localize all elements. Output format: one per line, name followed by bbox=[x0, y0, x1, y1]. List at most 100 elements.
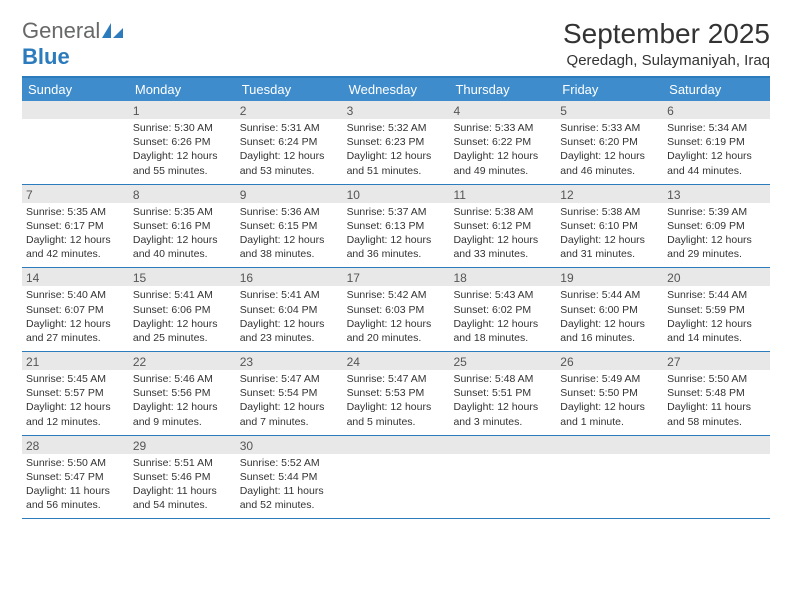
weekday-header: Friday bbox=[556, 78, 663, 101]
day-line: and 33 minutes. bbox=[453, 247, 552, 261]
day-body: Sunrise: 5:47 AMSunset: 5:53 PMDaylight:… bbox=[343, 370, 450, 435]
day-body: Sunrise: 5:37 AMSunset: 6:13 PMDaylight:… bbox=[343, 203, 450, 268]
day-cell: 6Sunrise: 5:34 AMSunset: 6:19 PMDaylight… bbox=[663, 101, 770, 184]
day-line: Daylight: 12 hours bbox=[347, 149, 446, 163]
day-line: Sunset: 6:10 PM bbox=[560, 219, 659, 233]
day-line: and 14 minutes. bbox=[667, 331, 766, 345]
day-number: 29 bbox=[129, 436, 236, 454]
day-cell: 30Sunrise: 5:52 AMSunset: 5:44 PMDayligh… bbox=[236, 436, 343, 519]
day-cell: 27Sunrise: 5:50 AMSunset: 5:48 PMDayligh… bbox=[663, 352, 770, 435]
day-cell bbox=[343, 436, 450, 519]
day-number: 11 bbox=[449, 185, 556, 203]
day-body: Sunrise: 5:33 AMSunset: 6:20 PMDaylight:… bbox=[556, 119, 663, 184]
day-cell: 18Sunrise: 5:43 AMSunset: 6:02 PMDayligh… bbox=[449, 268, 556, 351]
day-body: Sunrise: 5:45 AMSunset: 5:57 PMDaylight:… bbox=[22, 370, 129, 435]
day-number: 18 bbox=[449, 268, 556, 286]
day-body bbox=[22, 119, 129, 179]
day-line: and 5 minutes. bbox=[347, 415, 446, 429]
day-body: Sunrise: 5:46 AMSunset: 5:56 PMDaylight:… bbox=[129, 370, 236, 435]
day-number: 21 bbox=[22, 352, 129, 370]
day-line: and 52 minutes. bbox=[240, 498, 339, 512]
day-number: 8 bbox=[129, 185, 236, 203]
day-number: 26 bbox=[556, 352, 663, 370]
day-line: and 56 minutes. bbox=[26, 498, 125, 512]
day-line: Sunrise: 5:35 AM bbox=[26, 205, 125, 219]
day-number bbox=[556, 436, 663, 454]
day-line: Sunrise: 5:46 AM bbox=[133, 372, 232, 386]
day-body: Sunrise: 5:50 AMSunset: 5:47 PMDaylight:… bbox=[22, 454, 129, 519]
week-row: 14Sunrise: 5:40 AMSunset: 6:07 PMDayligh… bbox=[22, 268, 770, 352]
day-line: Sunset: 6:24 PM bbox=[240, 135, 339, 149]
weekday-header: Saturday bbox=[663, 78, 770, 101]
day-line: Sunset: 6:22 PM bbox=[453, 135, 552, 149]
day-body bbox=[449, 454, 556, 514]
day-body: Sunrise: 5:38 AMSunset: 6:12 PMDaylight:… bbox=[449, 203, 556, 268]
day-line: Sunrise: 5:42 AM bbox=[347, 288, 446, 302]
day-number: 6 bbox=[663, 101, 770, 119]
day-body: Sunrise: 5:48 AMSunset: 5:51 PMDaylight:… bbox=[449, 370, 556, 435]
day-body bbox=[343, 454, 450, 514]
day-number: 12 bbox=[556, 185, 663, 203]
brand-logo: General Blue bbox=[22, 18, 124, 70]
logo-word2: Blue bbox=[22, 44, 70, 69]
day-line: Sunrise: 5:50 AM bbox=[26, 456, 125, 470]
day-line: Daylight: 12 hours bbox=[560, 400, 659, 414]
day-number: 30 bbox=[236, 436, 343, 454]
day-number: 3 bbox=[343, 101, 450, 119]
day-body: Sunrise: 5:36 AMSunset: 6:15 PMDaylight:… bbox=[236, 203, 343, 268]
day-body: Sunrise: 5:38 AMSunset: 6:10 PMDaylight:… bbox=[556, 203, 663, 268]
day-line: Sunrise: 5:30 AM bbox=[133, 121, 232, 135]
day-line: Sunrise: 5:47 AM bbox=[347, 372, 446, 386]
day-line: Daylight: 12 hours bbox=[667, 317, 766, 331]
day-line: Daylight: 12 hours bbox=[26, 233, 125, 247]
day-line: Daylight: 12 hours bbox=[453, 149, 552, 163]
day-line: Sunrise: 5:34 AM bbox=[667, 121, 766, 135]
day-number: 20 bbox=[663, 268, 770, 286]
day-line: Sunrise: 5:52 AM bbox=[240, 456, 339, 470]
day-body: Sunrise: 5:39 AMSunset: 6:09 PMDaylight:… bbox=[663, 203, 770, 268]
day-number: 4 bbox=[449, 101, 556, 119]
day-line: and 31 minutes. bbox=[560, 247, 659, 261]
day-body: Sunrise: 5:43 AMSunset: 6:02 PMDaylight:… bbox=[449, 286, 556, 351]
day-number: 1 bbox=[129, 101, 236, 119]
day-line: Sunset: 6:16 PM bbox=[133, 219, 232, 233]
week-row: 28Sunrise: 5:50 AMSunset: 5:47 PMDayligh… bbox=[22, 436, 770, 520]
day-line: Sunset: 6:20 PM bbox=[560, 135, 659, 149]
week-row: 21Sunrise: 5:45 AMSunset: 5:57 PMDayligh… bbox=[22, 352, 770, 436]
day-line: Sunset: 6:26 PM bbox=[133, 135, 232, 149]
day-line: Sunset: 5:46 PM bbox=[133, 470, 232, 484]
day-line: Daylight: 12 hours bbox=[26, 400, 125, 414]
day-line: and 51 minutes. bbox=[347, 164, 446, 178]
day-line: and 40 minutes. bbox=[133, 247, 232, 261]
day-line: Sunrise: 5:45 AM bbox=[26, 372, 125, 386]
day-number bbox=[22, 101, 129, 119]
day-line: Sunrise: 5:47 AM bbox=[240, 372, 339, 386]
day-body: Sunrise: 5:42 AMSunset: 6:03 PMDaylight:… bbox=[343, 286, 450, 351]
day-line: Sunset: 6:07 PM bbox=[26, 303, 125, 317]
day-body: Sunrise: 5:31 AMSunset: 6:24 PMDaylight:… bbox=[236, 119, 343, 184]
day-line: and 18 minutes. bbox=[453, 331, 552, 345]
day-line: Sunrise: 5:41 AM bbox=[133, 288, 232, 302]
day-cell bbox=[663, 436, 770, 519]
day-body: Sunrise: 5:44 AMSunset: 5:59 PMDaylight:… bbox=[663, 286, 770, 351]
day-line: and 58 minutes. bbox=[667, 415, 766, 429]
day-number: 15 bbox=[129, 268, 236, 286]
day-line: Sunrise: 5:44 AM bbox=[560, 288, 659, 302]
day-line: Sunset: 6:15 PM bbox=[240, 219, 339, 233]
day-body: Sunrise: 5:40 AMSunset: 6:07 PMDaylight:… bbox=[22, 286, 129, 351]
day-cell: 11Sunrise: 5:38 AMSunset: 6:12 PMDayligh… bbox=[449, 185, 556, 268]
day-line: Sunset: 6:09 PM bbox=[667, 219, 766, 233]
day-line: Daylight: 12 hours bbox=[133, 149, 232, 163]
day-line: Sunrise: 5:50 AM bbox=[667, 372, 766, 386]
day-body bbox=[663, 454, 770, 514]
day-line: Sunset: 5:50 PM bbox=[560, 386, 659, 400]
day-line: Sunrise: 5:37 AM bbox=[347, 205, 446, 219]
day-line: Sunset: 6:06 PM bbox=[133, 303, 232, 317]
day-line: Daylight: 12 hours bbox=[133, 317, 232, 331]
day-line: Sunset: 6:13 PM bbox=[347, 219, 446, 233]
day-number: 24 bbox=[343, 352, 450, 370]
day-line: Sunset: 5:48 PM bbox=[667, 386, 766, 400]
header: General Blue September 2025 Qeredagh, Su… bbox=[22, 18, 770, 70]
week-row: 1Sunrise: 5:30 AMSunset: 6:26 PMDaylight… bbox=[22, 101, 770, 185]
day-body: Sunrise: 5:50 AMSunset: 5:48 PMDaylight:… bbox=[663, 370, 770, 435]
